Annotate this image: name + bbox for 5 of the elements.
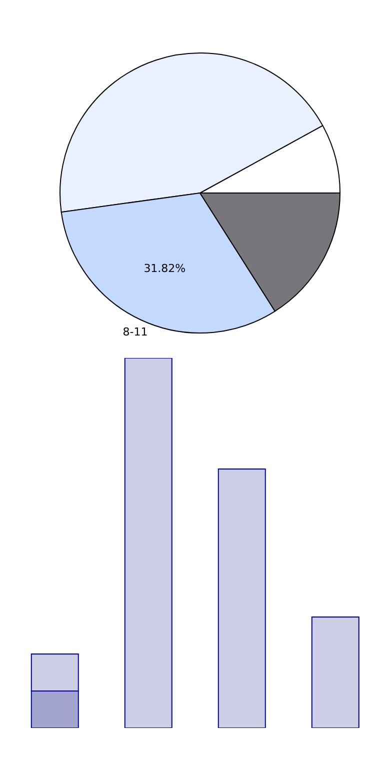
slice-label: 8-11 — [122, 326, 148, 339]
bar — [124, 358, 172, 728]
bar — [311, 616, 360, 728]
data-label: 31.82% — [144, 262, 186, 276]
bar — [218, 468, 266, 728]
